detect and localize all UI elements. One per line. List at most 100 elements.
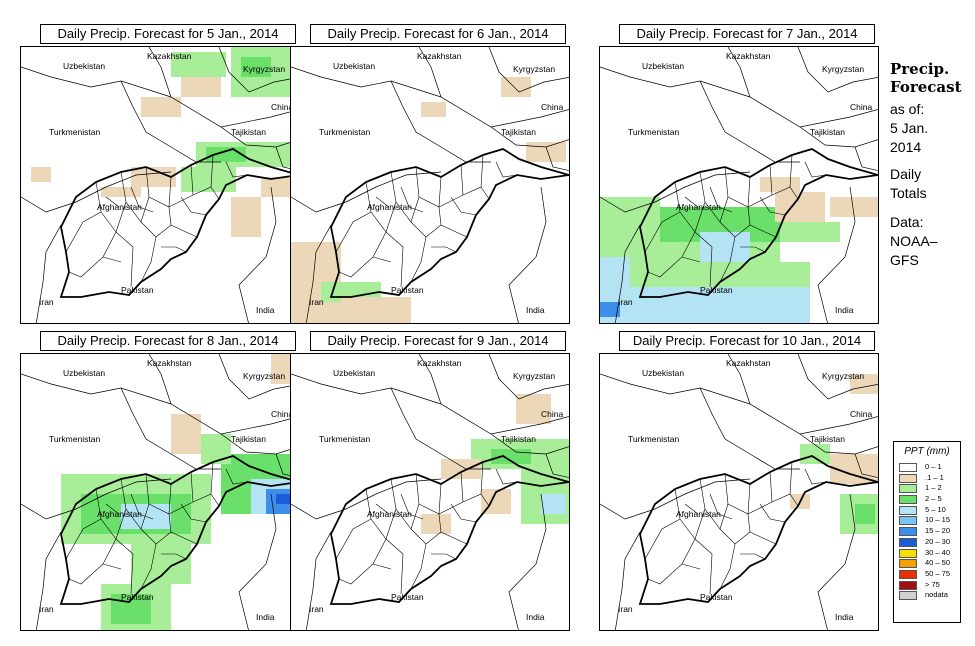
label-iran: Iran — [39, 297, 54, 307]
legend-swatch — [899, 580, 917, 590]
forecast-panel-jan6: Daily Precip. Forecast for 6 Jan., 2014 … — [290, 24, 570, 324]
label-iran: Iran — [39, 604, 54, 614]
label-afghanistan: Afghanistan — [97, 202, 142, 212]
legend-label: 1 – 2 — [925, 483, 942, 493]
legend-label: .1 – 1 — [925, 472, 944, 482]
label-uzbekistan: Uzbekistan — [63, 368, 106, 378]
data-source-line1: Data: — [890, 214, 924, 230]
label-kazakhstan: Kazakhstan — [417, 358, 462, 368]
legend-label: > 75 — [925, 579, 940, 589]
label-uzbekistan: Uzbekistan — [63, 61, 106, 71]
totals-line2: Totals — [890, 185, 927, 201]
legend-item: .1 – 1 — [894, 473, 960, 484]
legend-label: 2 – 5 — [925, 494, 942, 504]
legend-label: 15 – 20 — [925, 526, 951, 536]
label-uzbekistan: Uzbekistan — [642, 368, 685, 378]
label-pakistan: Pakistan — [121, 285, 154, 295]
label-china: China — [541, 102, 564, 112]
legend-swatch — [899, 527, 917, 537]
legend-item: 2 – 5 — [894, 494, 960, 505]
forecast-panel-jan9: Daily Precip. Forecast for 9 Jan., 2014 … — [290, 331, 570, 631]
asof-date-line2: 2014 — [890, 139, 922, 155]
legend-item: 40 – 50 — [894, 558, 960, 569]
precip-cells — [790, 374, 878, 534]
legend-item: 15 – 20 — [894, 526, 960, 537]
legend-swatch — [899, 473, 917, 483]
panel-title: Daily Precip. Forecast for 5 Jan., 2014 — [40, 24, 296, 44]
label-tajikistan: Tajikistan — [810, 127, 845, 137]
label-tajikistan: Tajikistan — [231, 434, 266, 444]
label-turkmenistan: Turkmenistan — [628, 434, 680, 444]
asof-date-line1: 5 Jan. — [890, 120, 929, 136]
precip-map: Kazakhstan Uzbekistan Kyrgyzstan China T… — [20, 46, 300, 324]
legend-label: 40 – 50 — [925, 558, 951, 568]
label-afghanistan: Afghanistan — [676, 509, 721, 519]
legend-swatch — [899, 591, 917, 601]
precip-cells — [421, 394, 569, 534]
label-pakistan: Pakistan — [391, 285, 424, 295]
label-tajikistan: Tajikistan — [810, 434, 845, 444]
label-india: India — [256, 612, 275, 622]
label-pakistan: Pakistan — [700, 592, 733, 602]
label-tajikistan: Tajikistan — [231, 127, 266, 137]
label-china: China — [850, 409, 873, 419]
label-pakistan: Pakistan — [700, 285, 733, 295]
legend-swatch — [899, 484, 917, 494]
label-pakistan: Pakistan — [121, 592, 154, 602]
precip-map: Kazakhstan Uzbekistan Kyrgyzstan China T… — [599, 46, 879, 324]
sidebar-title-line2: Forecast — [890, 78, 962, 96]
label-afghanistan: Afghanistan — [676, 202, 721, 212]
legend-label: 5 – 10 — [925, 504, 946, 514]
legend-item: 5 – 10 — [894, 505, 960, 516]
asof-label: as of: — [890, 101, 925, 117]
label-kyrgyzstan: Kyrgyzstan — [822, 64, 865, 74]
label-china: China — [541, 409, 564, 419]
label-turkmenistan: Turkmenistan — [49, 127, 101, 137]
label-pakistan: Pakistan — [391, 592, 424, 602]
data-source-line2: NOAA– — [890, 233, 938, 249]
label-kazakhstan: Kazakhstan — [417, 51, 462, 61]
label-kyrgyzstan: Kyrgyzstan — [243, 64, 286, 74]
label-china: China — [271, 102, 294, 112]
precip-map: Kazakhstan Uzbekistan Kyrgyzstan China T… — [599, 353, 879, 631]
label-turkmenistan: Turkmenistan — [319, 127, 371, 137]
forecast-panel-jan8: Daily Precip. Forecast for 8 Jan., 2014 … — [20, 331, 300, 631]
label-india: India — [526, 305, 545, 315]
totals-line1: Daily — [890, 166, 922, 182]
label-turkmenistan: Turkmenistan — [319, 434, 371, 444]
label-india: India — [835, 612, 854, 622]
precip-map: Kazakhstan Uzbekistan Kyrgyzstan China T… — [20, 353, 300, 631]
legend-item: nodata — [894, 590, 960, 601]
panel-title: Daily Precip. Forecast for 9 Jan., 2014 — [310, 331, 566, 351]
panel-title: Daily Precip. Forecast for 6 Jan., 2014 — [310, 24, 566, 44]
legend-swatch — [899, 505, 917, 515]
panel-title: Daily Precip. Forecast for 8 Jan., 2014 — [40, 331, 296, 351]
legend-item: 20 – 30 — [894, 537, 960, 548]
forecast-info: Precip. Forecast as of: 5 Jan. 2014 Dail… — [890, 60, 970, 270]
panel-title: Daily Precip. Forecast for 10 Jan., 2014 — [619, 331, 875, 351]
label-iran: Iran — [309, 297, 324, 307]
label-tajikistan: Tajikistan — [501, 127, 536, 137]
legend-swatch — [899, 495, 917, 505]
label-china: China — [271, 409, 294, 419]
label-kyrgyzstan: Kyrgyzstan — [513, 371, 556, 381]
precip-cells — [31, 47, 299, 237]
label-kyrgyzstan: Kyrgyzstan — [243, 371, 286, 381]
legend-swatch — [899, 559, 917, 569]
legend-swatch — [899, 537, 917, 547]
label-uzbekistan: Uzbekistan — [333, 61, 376, 71]
label-afghanistan: Afghanistan — [97, 509, 142, 519]
label-uzbekistan: Uzbekistan — [333, 368, 376, 378]
label-afghanistan: Afghanistan — [367, 509, 412, 519]
legend-item: 0 – 1 — [894, 462, 960, 473]
label-india: India — [526, 612, 545, 622]
legend-item: > 75 — [894, 580, 960, 591]
legend-swatch — [899, 548, 917, 558]
label-iran: Iran — [309, 604, 324, 614]
panel-title: Daily Precip. Forecast for 7 Jan., 2014 — [619, 24, 875, 44]
label-kazakhstan: Kazakhstan — [726, 358, 771, 368]
legend-item: 30 – 40 — [894, 548, 960, 559]
legend-swatch — [899, 516, 917, 526]
precip-cells — [291, 77, 566, 323]
